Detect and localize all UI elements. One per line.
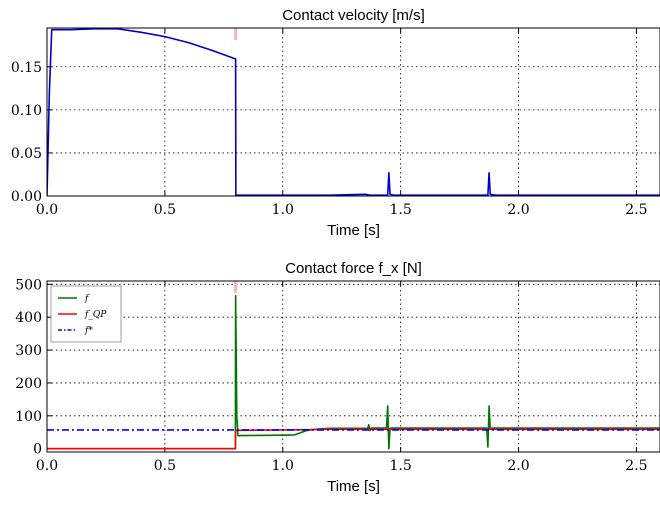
legend-label: f* — [84, 326, 93, 336]
series-line-f-qp — [47, 428, 660, 450]
y-tick-label: 200 — [15, 376, 42, 392]
y-tick-label: 0.05 — [11, 146, 42, 162]
x-axis-label: Time [s] — [327, 222, 380, 239]
x-tick-label: 2.0 — [507, 458, 529, 474]
legend-label: f — [84, 294, 90, 304]
x-tick-label: 0.5 — [154, 202, 176, 218]
chart-title: Contact force f_x [N] — [285, 260, 422, 277]
x-tick-label: 1.0 — [272, 202, 294, 218]
y-tick-label: 400 — [15, 310, 42, 326]
series-group — [47, 28, 660, 196]
x-axis-label: Time [s] — [327, 478, 380, 495]
y-tick-label: 0.00 — [11, 189, 42, 205]
series-group — [47, 294, 660, 450]
x-tick-label: 2.5 — [625, 458, 647, 474]
force-chart: 0.0 0.5 1.0 1.5 2.0 2.5 0 100 200 300 400 500 Contac… — [15, 260, 660, 495]
x-tick-label: 1.5 — [390, 458, 412, 474]
legend-label: f_QP — [84, 310, 107, 320]
y-tick-label: 0.10 — [11, 103, 42, 119]
x-tick-label: 0.5 — [154, 458, 176, 474]
plot-frame — [46, 27, 660, 197]
x-tick-label: 2.5 — [625, 202, 647, 218]
plot-frame — [46, 280, 660, 453]
series-line-f — [47, 294, 660, 450]
y-tick-label: 300 — [15, 343, 42, 359]
x-tick-label: 1.5 — [390, 202, 412, 218]
x-tick-label: 0.0 — [36, 458, 58, 474]
y-tick-label: 100 — [15, 409, 42, 425]
x-tick-label: 0.0 — [36, 202, 58, 218]
series-line-0 — [47, 28, 660, 196]
y-tick-label: 0 — [33, 442, 42, 458]
x-tick-label: 1.0 — [272, 458, 294, 474]
y-tick-label: 500 — [15, 277, 42, 293]
chart-title: Contact velocity [m/s] — [282, 7, 425, 24]
x-tick-label: 2.0 — [507, 202, 529, 218]
velocity-chart: 0.0 0.5 1.0 1.5 2.0 2.5 0.00 0.05 0.10 0.15 Contac… — [11, 7, 660, 239]
y-tick-label: 0.15 — [11, 60, 42, 76]
